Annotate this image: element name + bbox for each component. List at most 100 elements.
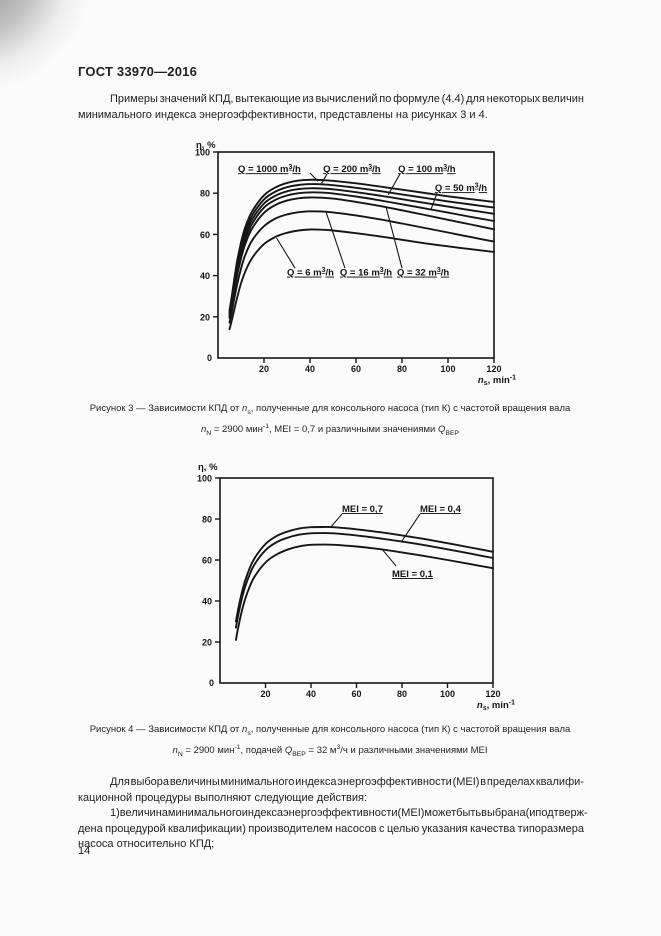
page-title: ГОСТ 33970—2016: [78, 64, 197, 79]
curve-MEI-0,1: [234, 543, 494, 641]
curve-annotation: Q = 6 m3/h: [287, 267, 334, 278]
text-line: минимального индекса энергоэффективности…: [78, 108, 488, 121]
origin-label: 0: [207, 353, 212, 363]
word: вычислений: [315, 93, 378, 105]
text-segment: Рисунок 3 — Зависимости КПД от: [89, 403, 243, 414]
curve-annotation: Q = 100 m3/h: [398, 164, 456, 175]
word: процедурой: [105, 822, 166, 835]
x-tick-label: 100: [440, 689, 455, 699]
text-line: насоса относительно КПД;: [78, 838, 215, 850]
y-tick-label: 20: [200, 312, 210, 322]
leader-line: [430, 193, 438, 211]
caption-line: nN = 2900 мин-1, подачей QBEP = 32 м3/ч …: [57, 741, 603, 762]
x-tick-label: 40: [306, 689, 316, 699]
curve-annotation: MEI = 0,7: [342, 504, 383, 515]
x-tick-label: 120: [486, 364, 501, 374]
y-axis-title: η, %: [196, 140, 216, 151]
y-tick-label: 80: [200, 189, 210, 199]
word: выбрана: [481, 807, 526, 819]
x-tick-label: 120: [485, 689, 500, 699]
word: с: [379, 822, 385, 835]
word: быть: [456, 807, 482, 819]
text-segment: = 2900 мин: [182, 745, 235, 757]
text-segment: /ч и различными значениями MEI: [340, 745, 488, 757]
text-segment: = 32 м: [305, 745, 337, 757]
word: производителем: [248, 822, 333, 835]
word: (MEI): [397, 807, 425, 819]
text-segment: N: [206, 429, 212, 437]
text-segment: 3: [336, 743, 341, 751]
y-tick-label: 80: [202, 515, 212, 525]
word: индекса: [241, 807, 284, 819]
leader-line: [321, 173, 328, 184]
word: качества: [470, 822, 516, 835]
text-segment: N: [177, 750, 183, 758]
y-tick-label: 60: [202, 556, 212, 566]
text-line: Примеры значений КПД, вытекающие из вычислени…: [78, 92, 584, 108]
word: квалификации): [168, 822, 246, 835]
curve-MEI-0,7: [234, 526, 494, 623]
leader-line: [276, 237, 296, 269]
text-segment: Рисунок 4 — Зависимости КПД от: [89, 724, 243, 735]
text-segment: s: [247, 729, 251, 737]
y-tick-label: 60: [200, 230, 210, 240]
curve-annotation: Q = 50 m3/h: [435, 183, 487, 194]
word: указания: [421, 822, 468, 835]
x-tick-label: 40: [305, 364, 315, 374]
intro-paragraph: Примеры значений КПД, вытекающие из вычислени…: [78, 92, 584, 123]
x-tick-label: 60: [351, 364, 361, 374]
word: индекса: [295, 776, 337, 788]
y-tick-label: 40: [200, 271, 210, 281]
text-segment: n: [242, 724, 248, 735]
curve-annotation: Q = 32 m3/h: [397, 267, 449, 278]
text-segment: -1: [234, 743, 241, 751]
word: из: [302, 93, 314, 105]
x-tick-label: 60: [351, 689, 361, 699]
word: типоразмера: [517, 822, 584, 835]
word: формуле: [393, 93, 440, 105]
x-tick-label: 100: [440, 364, 455, 374]
word: подтверж-: [535, 807, 588, 819]
x-tick-label: 20: [260, 689, 270, 699]
curve-annotation: Q = 1000 m3/h: [238, 164, 301, 175]
word: Для: [110, 776, 130, 788]
page-number: 14: [78, 845, 91, 857]
figure4-chart: 20 40 60 80 100 120 20 40 60 80 100 0 η, % ns, min-1 M…: [197, 462, 515, 712]
word: вытекающие: [235, 93, 301, 105]
y-axis-title: η, %: [198, 462, 218, 473]
curve-Q-100-m3-h: [228, 187, 495, 316]
word: величин: [541, 93, 584, 105]
curve-annotation: Q = 16 m3/h: [340, 267, 392, 278]
figure4-caption: Рисунок 4 — Зависимости КПД от ns, получ…: [57, 723, 603, 762]
origin-label: 0: [209, 678, 214, 688]
x-axis-title: ns, min-1: [478, 375, 516, 388]
word: целью: [386, 822, 420, 835]
leader-line: [385, 206, 403, 269]
word: минимального: [220, 776, 295, 788]
word: (MEI): [452, 776, 480, 788]
leader-line: [331, 513, 343, 527]
word: величина: [119, 807, 168, 819]
leader-line: [382, 549, 397, 567]
word: насосов: [335, 822, 377, 835]
word: по: [379, 93, 392, 105]
text-segment: n: [242, 403, 248, 414]
word: для: [466, 93, 485, 105]
curve-annotation: Q = 200 m3/h: [323, 164, 381, 175]
text-segment: n: [201, 424, 207, 436]
text-line: кационной процедуры выполняют следующие …: [78, 791, 368, 804]
text-segment: = 2900 мин: [211, 424, 263, 436]
curve-MEI-0,4: [234, 532, 494, 629]
word: квалифи-: [535, 776, 584, 788]
x-tick-label: 80: [397, 364, 407, 374]
word: 1): [110, 807, 120, 819]
x-tick-label: 20: [259, 364, 269, 374]
curve-Q-200-m3-h: [228, 183, 495, 314]
word: в: [480, 776, 487, 788]
curve-Q-16-m3-h: [228, 210, 495, 324]
leader-line: [401, 513, 421, 542]
text-segment: s: [247, 408, 251, 416]
word: (и: [525, 807, 536, 819]
figure3-caption: Рисунок 3 — Зависимости КПД от ns, получ…: [57, 402, 603, 441]
